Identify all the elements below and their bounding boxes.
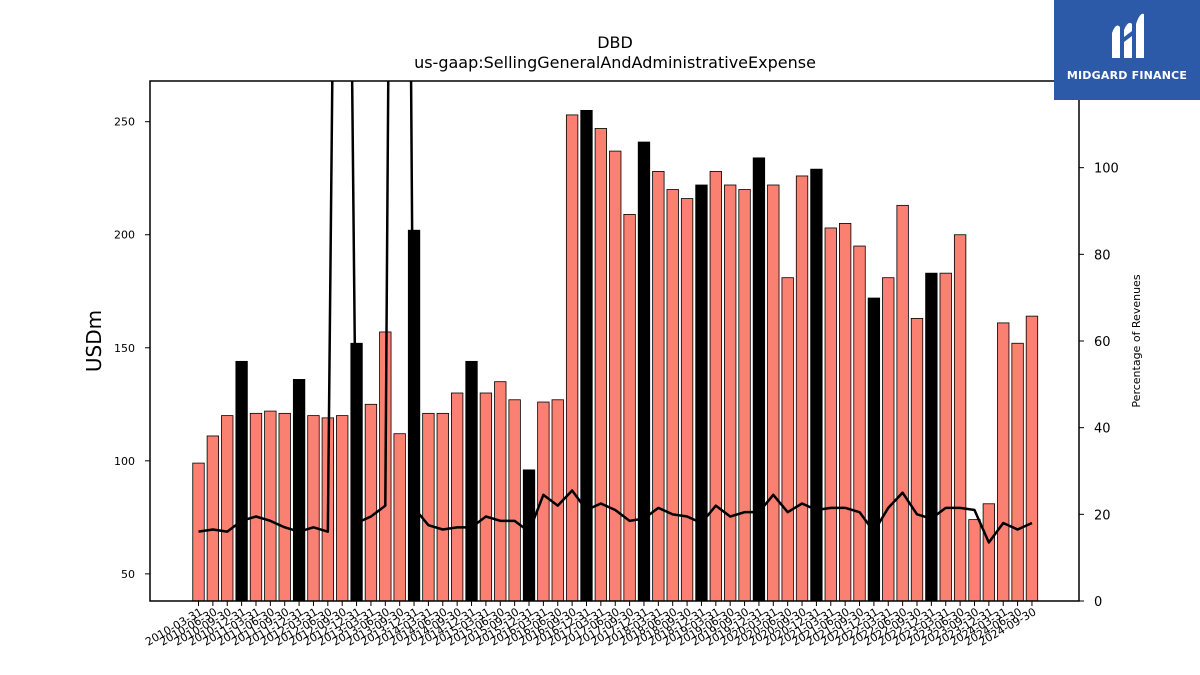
line-layer: [198, 81, 1033, 544]
bar-2012-09-30: [336, 415, 349, 602]
bar-2015-03-31: [479, 392, 493, 602]
y2-tick-label: 40: [1094, 422, 1111, 437]
bar-2024-03-31: [997, 322, 1010, 602]
y2-tick-label: 100: [1094, 162, 1119, 177]
bar-2017-06-30: [609, 150, 622, 602]
bar-2012-03-31: [307, 415, 320, 602]
left-axis: 50 100 150 200 250: [114, 116, 150, 581]
bar-2017-03-31: [594, 128, 608, 602]
bar-2023-09-30: [968, 519, 981, 602]
bar-2017-09-30: [623, 213, 636, 602]
bar-2024-09-30: [1025, 315, 1039, 602]
bar-2021-09-30: [853, 245, 866, 602]
y-axis-label: USDm: [82, 310, 106, 372]
bar-2010-06-30: [206, 435, 220, 602]
bar-2015-06-30: [494, 381, 507, 602]
bar-2022-03-31: [882, 277, 895, 602]
bar-2021-03-31: [824, 227, 837, 602]
y2-tick-label: 0: [1094, 595, 1102, 610]
bar-2014-03-31: [422, 412, 435, 602]
midgard-finance-logo: MIDGARD FINANCE: [1054, 0, 1200, 100]
bar-2020-03-31: [767, 184, 780, 602]
right-axis: 0 20 40 60 80 100: [1079, 162, 1119, 610]
y-tick-label: 50: [121, 568, 135, 581]
y2-axis-label: Percentage of Revenues: [1130, 274, 1143, 407]
bar-2015-12-31: [522, 469, 536, 602]
bar-2014-06-30: [436, 412, 449, 602]
y-tick-label: 200: [114, 229, 135, 242]
bar-2019-09-30: [738, 189, 751, 602]
bar-2020-06-30: [781, 277, 794, 602]
bar-2018-03-31: [652, 171, 665, 602]
x-axis: 2010-03-312010-06-302010-09-302010-12-31…: [143, 601, 1038, 649]
bar-2021-06-30: [839, 223, 852, 602]
logo-text: MIDGARD FINANCE: [1066, 69, 1188, 82]
bar-2023-03-31: [939, 272, 952, 602]
bar-2015-09-30: [508, 399, 521, 602]
bar-2017-12-31: [637, 141, 651, 602]
bar-2019-12-31: [752, 157, 766, 602]
bar-2016-03-31: [537, 401, 550, 602]
bar-2022-12-31: [925, 272, 938, 602]
bar-2010-09-30: [221, 415, 234, 602]
bar-2021-12-31: [867, 297, 881, 602]
chart-subtitle: us-gaap:SellingGeneralAndAdministrativeE…: [414, 53, 816, 72]
bar-2024-06-30: [1011, 342, 1024, 602]
y2-tick-label: 60: [1094, 335, 1111, 350]
pct-revenues-line: [198, 81, 1033, 544]
bar-2018-06-30: [666, 189, 679, 602]
y2-tick-label: 80: [1094, 248, 1111, 263]
bar-2013-09-30: [393, 433, 406, 602]
bar-2018-12-31: [695, 184, 708, 602]
bar-2016-09-30: [565, 114, 579, 602]
bar-2019-06-30: [724, 184, 737, 602]
bar-2018-09-30: [680, 198, 694, 602]
bar-2014-12-31: [465, 360, 478, 602]
bar-2011-12-31: [292, 379, 306, 602]
bar-2022-09-30: [910, 317, 924, 602]
bar-2019-03-31: [709, 171, 722, 602]
bar-2020-12-31: [810, 168, 823, 602]
bar-2014-09-30: [451, 392, 464, 602]
bar-2022-06-30: [896, 204, 909, 602]
y2-tick-label: 20: [1094, 508, 1111, 523]
y-tick-label: 150: [114, 342, 135, 355]
bars-layer: [192, 109, 1039, 602]
y-tick-label: 100: [114, 455, 135, 468]
bar-2010-12-31: [235, 360, 248, 602]
bar-2016-12-31: [580, 109, 593, 602]
bar-2023-12-31: [982, 503, 995, 602]
bar-2013-03-31: [364, 403, 378, 602]
bar-2011-03-31: [249, 412, 263, 602]
logo-mark-icon: [1112, 13, 1144, 58]
bar-2011-09-30: [278, 412, 291, 602]
bar-2023-06-30: [953, 234, 967, 602]
y-tick-label: 250: [114, 116, 135, 129]
chart-title: DBD: [597, 33, 633, 52]
bar-2020-09-30: [795, 175, 809, 602]
bar-2011-06-30: [264, 410, 277, 602]
